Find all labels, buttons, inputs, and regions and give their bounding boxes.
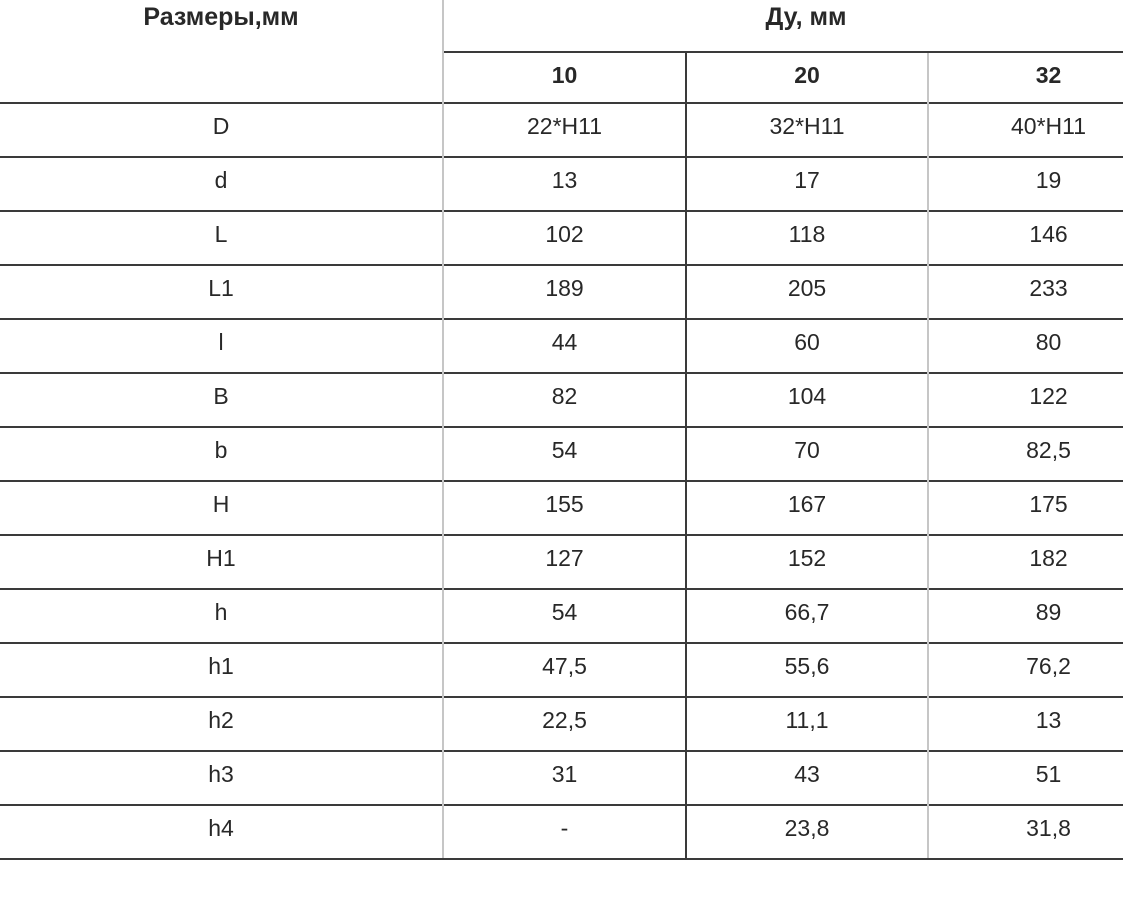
value-cell: 104 xyxy=(686,372,929,427)
value-cell: 76,2 xyxy=(928,642,1123,697)
table-row: D 22*H11 32*H11 40*H11 xyxy=(0,102,1123,157)
value-cell: 66,7 xyxy=(686,588,929,643)
row-label-cell: h1 xyxy=(0,642,444,697)
header-row-columns: 10 20 32 xyxy=(0,52,1123,103)
table-row: L1 189 205 233 xyxy=(0,264,1123,319)
row-label-cell: l xyxy=(0,318,444,373)
row-label-cell: h3 xyxy=(0,750,444,805)
table-row: h 54 66,7 89 xyxy=(0,588,1123,643)
value-cell: 205 xyxy=(686,264,929,319)
row-label-cell: d xyxy=(0,156,444,211)
table-row: B 82 104 122 xyxy=(0,372,1123,427)
column-header-du20: 20 xyxy=(686,52,929,103)
row-label-cell: D xyxy=(0,102,444,157)
value-cell: 82,5 xyxy=(928,426,1123,481)
row-label-cell: h4 xyxy=(0,804,444,860)
value-cell: 13 xyxy=(443,156,687,211)
value-cell: 167 xyxy=(686,480,929,535)
value-cell: 175 xyxy=(928,480,1123,535)
value-cell: 47,5 xyxy=(443,642,687,697)
table-row: h4-23,8 31,8 xyxy=(0,804,1123,860)
value-cell: 127 xyxy=(443,534,687,589)
value-cell: 54 xyxy=(443,426,687,481)
header-row-group: Размеры,мм Ду, мм xyxy=(0,0,1123,103)
dimensions-table: Размеры,мм Ду, мм 10 20 32 D 22*H11 32*H11… xyxy=(0,0,1123,860)
row-label-cell: H xyxy=(0,480,444,535)
value-cell: 189 xyxy=(443,264,687,319)
table-row: h3 31 43 51 xyxy=(0,750,1123,805)
value-cell: 22*H11 xyxy=(443,102,687,157)
group-header-cell: Ду, мм xyxy=(443,0,1123,53)
value-cell: 155 xyxy=(443,480,687,535)
value-cell: 89 xyxy=(928,588,1123,643)
value-cell: 23,8 xyxy=(686,804,929,860)
value-cell: 17 xyxy=(686,156,929,211)
value-cell: 60 xyxy=(686,318,929,373)
value-cell: 182 xyxy=(928,534,1123,589)
table-row: b 54 70 82,5 xyxy=(0,426,1123,481)
value-cell: 19 xyxy=(928,156,1123,211)
value-cell: 32*H11 xyxy=(686,102,929,157)
value-cell: 31,8 xyxy=(928,804,1123,860)
row-label-cell: h2 xyxy=(0,696,444,751)
row-label-cell: H1 xyxy=(0,534,444,589)
table-body: D 22*H11 32*H11 40*H11 d 13 17 19 L 102 118 146 L1 18… xyxy=(0,102,1123,860)
column-header-du32: 32 xyxy=(1035,62,1062,88)
table-row: L 102 118 146 xyxy=(0,210,1123,265)
table-row: h1 47,5 55,6 76,2 xyxy=(0,642,1123,697)
row-label-cell: B xyxy=(0,372,444,427)
value-cell: 11,1 xyxy=(686,696,929,751)
value-cell: 233 xyxy=(928,264,1123,319)
value-cell: 152 xyxy=(686,534,929,589)
value-cell: 40*H11 xyxy=(928,102,1123,157)
column-header-du10: 10 xyxy=(443,52,687,103)
value-cell: 44 xyxy=(443,318,687,373)
value-cell: - xyxy=(443,804,687,860)
value-cell: 43 xyxy=(686,750,929,805)
value-cell: 102 xyxy=(443,210,687,265)
value-cell: 54 xyxy=(443,588,687,643)
row-label-cell: h xyxy=(0,588,444,643)
row-label-cell: b xyxy=(0,426,444,481)
value-cell: 22,5 xyxy=(443,696,687,751)
value-cell: 31 xyxy=(443,750,687,805)
value-cell: 80 xyxy=(928,318,1123,373)
table-row: d 13 17 19 xyxy=(0,156,1123,211)
corner-header-cell: Размеры,мм xyxy=(0,0,444,103)
row-label-cell: L1 xyxy=(0,264,444,319)
value-cell: 55,6 xyxy=(686,642,929,697)
table-row: l 44 60 80 xyxy=(0,318,1123,373)
value-cell: 70 xyxy=(686,426,929,481)
value-cell: 146 xyxy=(928,210,1123,265)
value-cell: 51 xyxy=(928,750,1123,805)
value-cell: 13 xyxy=(928,696,1123,751)
table-row: H 155 167 175 xyxy=(0,480,1123,535)
table-row: H1 127 152 182 xyxy=(0,534,1123,589)
value-cell: 122 xyxy=(928,372,1123,427)
value-cell: 118 xyxy=(686,210,929,265)
value-cell: 82 xyxy=(443,372,687,427)
row-label-cell: L xyxy=(0,210,444,265)
table-row: h2 22,5 11,1 13 xyxy=(0,696,1123,751)
